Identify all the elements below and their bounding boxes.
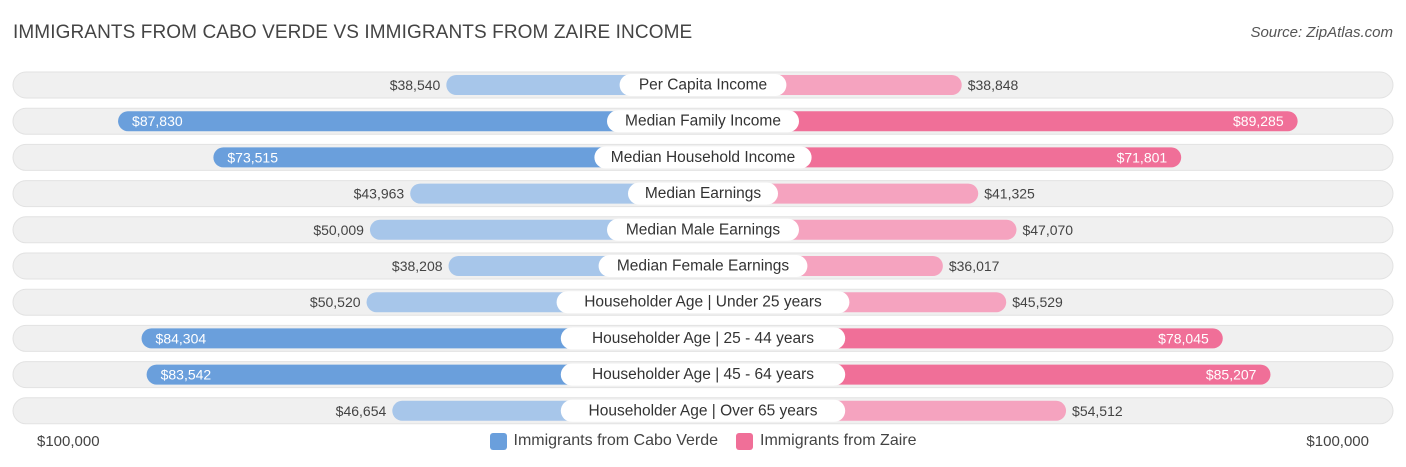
category-label-householder-age-over-65-years: Householder Age | Over 65 years: [589, 402, 818, 419]
category-pill: [628, 182, 778, 205]
bar-zaire: [703, 364, 1271, 385]
category-label-median-family-income: Median Family Income: [625, 113, 781, 130]
category-pill: [619, 74, 787, 96]
legend-swatch-zaire: [736, 432, 754, 450]
value-label-cabo-verde: $84,304: [156, 330, 207, 346]
category-pill: [598, 255, 808, 277]
category-pill: [607, 110, 799, 133]
value-label-zaire: $78,045: [1158, 330, 1209, 346]
category-label-median-male-earnings: Median Male Earnings: [626, 221, 780, 238]
value-label-zaire: $45,529: [1012, 294, 1063, 310]
category-pill: [560, 399, 846, 422]
value-label-zaire: $89,285: [1233, 113, 1284, 129]
value-label-cabo-verde: $83,542: [161, 367, 212, 383]
category-label-median-female-earnings: Median Female Earnings: [617, 258, 790, 275]
value-label-cabo-verde: $87,830: [132, 113, 183, 129]
bar-cabo-verde: [118, 111, 704, 132]
category-pill: [607, 218, 799, 241]
value-label-zaire: $36,017: [949, 258, 1000, 274]
category-pill: [594, 146, 812, 169]
category-label-per-capita-income: Per Capita Income: [639, 77, 767, 94]
bar-cabo-verde: [213, 147, 703, 168]
bar-zaire: [703, 111, 1298, 132]
chart-title: IMMIGRANTS FROM CABO VERDE VS IMMIGRANTS…: [13, 22, 693, 43]
value-label-zaire: $71,801: [1117, 149, 1168, 165]
category-pill: [556, 291, 850, 314]
legend-item-cabo-verde: Immigrants from Cabo Verde: [489, 432, 719, 450]
value-label-cabo-verde: $38,540: [390, 77, 441, 93]
category-label-median-earnings: Median Earnings: [645, 185, 762, 202]
value-label-zaire: $54,512: [1072, 403, 1123, 419]
legend-swatch-cabo-verde: [489, 432, 507, 450]
legend: Immigrants from Cabo Verde Immigrants fr…: [0, 432, 1406, 450]
axis-label-right: $100,000: [1306, 433, 1369, 450]
legend-label-cabo-verde: Immigrants from Cabo Verde: [513, 432, 719, 449]
category-label-householder-age-45-64-years: Householder Age | 45 - 64 years: [592, 366, 814, 383]
value-label-zaire: $41,325: [984, 186, 1035, 202]
value-label-zaire: $85,207: [1206, 367, 1257, 383]
category-label-median-household-income: Median Household Income: [611, 149, 795, 166]
value-label-cabo-verde: $43,963: [354, 186, 405, 202]
value-label-cabo-verde: $50,520: [310, 294, 361, 310]
value-label-cabo-verde: $73,515: [227, 149, 278, 165]
axis-label-left: $100,000: [37, 433, 100, 450]
value-label-zaire: $38,848: [968, 77, 1019, 93]
bar-zaire: [703, 147, 1182, 168]
category-pill: [560, 327, 846, 350]
source-note: Source: ZipAtlas.com: [1250, 24, 1393, 41]
value-label-cabo-verde: $50,009: [313, 222, 364, 238]
legend-item-zaire: Immigrants from Zaire: [736, 432, 917, 450]
category-pill: [560, 363, 846, 386]
category-label-householder-age-25-44-years: Householder Age | 25 - 44 years: [592, 330, 814, 347]
value-label-cabo-verde: $46,654: [336, 403, 387, 419]
value-label-zaire: $47,070: [1022, 222, 1073, 238]
category-label-householder-age-under-25-years: Householder Age | Under 25 years: [584, 294, 822, 311]
value-label-cabo-verde: $38,208: [392, 258, 443, 274]
legend-label-zaire: Immigrants from Zaire: [760, 432, 917, 449]
